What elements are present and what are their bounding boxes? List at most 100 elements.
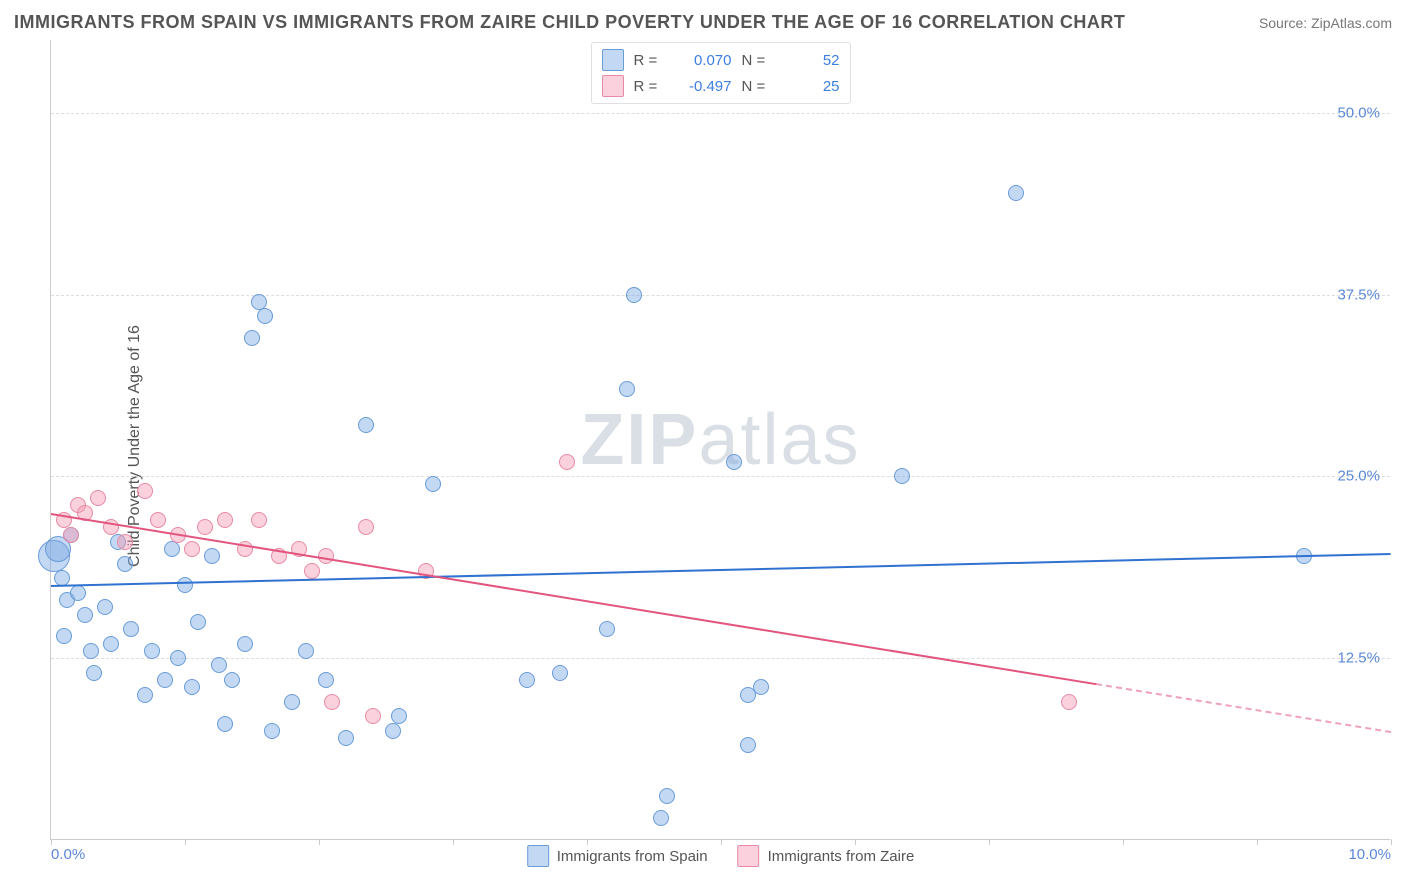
x-tick-mark <box>989 839 990 845</box>
data-point-spain <box>190 614 206 630</box>
data-point-spain <box>391 708 407 724</box>
data-point-spain <box>338 730 354 746</box>
trend-line-spain <box>51 553 1391 587</box>
data-point-spain <box>726 454 742 470</box>
data-point-spain <box>164 541 180 557</box>
data-point-zaire <box>137 483 153 499</box>
data-point-spain <box>257 308 273 324</box>
data-point-zaire <box>63 527 79 543</box>
data-point-spain <box>358 417 374 433</box>
legend-item-spain: Immigrants from Spain <box>527 845 708 867</box>
x-tick-mark <box>1391 839 1392 845</box>
legend-label-zaire: Immigrants from Zaire <box>768 848 915 865</box>
data-point-spain <box>385 723 401 739</box>
legend-row-spain: R = 0.070 N = 52 <box>602 47 840 73</box>
data-point-spain <box>170 650 186 666</box>
n-value-spain: 52 <box>780 52 840 69</box>
gridline-h <box>51 476 1390 477</box>
swatch-zaire <box>602 75 624 97</box>
watermark-bold: ZIP <box>580 400 698 480</box>
data-point-spain <box>144 643 160 659</box>
data-point-zaire <box>150 512 166 528</box>
n-label: N = <box>742 78 770 95</box>
data-point-spain <box>77 607 93 623</box>
data-point-spain <box>425 476 441 492</box>
data-point-spain <box>599 621 615 637</box>
r-value-zaire: -0.497 <box>672 78 732 95</box>
data-point-spain <box>1008 185 1024 201</box>
data-point-spain <box>56 628 72 644</box>
swatch-zaire <box>738 845 760 867</box>
r-value-spain: 0.070 <box>672 52 732 69</box>
data-point-spain <box>619 381 635 397</box>
trend-line-zaire-extrapolated <box>1096 683 1391 733</box>
data-point-zaire <box>184 541 200 557</box>
data-point-spain <box>103 636 119 652</box>
data-point-spain <box>177 577 193 593</box>
n-label: N = <box>742 52 770 69</box>
legend-correlation-box: R = 0.070 N = 52 R = -0.497 N = 25 <box>591 42 851 104</box>
r-label: R = <box>634 78 662 95</box>
data-point-spain <box>264 723 280 739</box>
x-tick-mark <box>319 839 320 845</box>
r-label: R = <box>634 52 662 69</box>
data-point-spain <box>217 716 233 732</box>
y-tick-label: 25.0% <box>1337 468 1380 485</box>
data-point-spain <box>117 556 133 572</box>
data-point-spain <box>123 621 139 637</box>
x-tick-mark <box>51 839 52 845</box>
x-tick-label: 0.0% <box>51 846 85 863</box>
data-point-zaire <box>90 490 106 506</box>
x-tick-mark <box>721 839 722 845</box>
data-point-spain <box>284 694 300 710</box>
gridline-h <box>51 658 1390 659</box>
x-tick-mark <box>453 839 454 845</box>
data-point-spain <box>97 599 113 615</box>
data-point-spain <box>204 548 220 564</box>
x-tick-mark <box>185 839 186 845</box>
data-point-spain <box>83 643 99 659</box>
data-point-spain <box>653 810 669 826</box>
y-tick-label: 37.5% <box>1337 286 1380 303</box>
data-point-zaire <box>559 454 575 470</box>
swatch-spain <box>527 845 549 867</box>
watermark: ZIPatlas <box>580 399 860 481</box>
data-point-spain <box>184 679 200 695</box>
data-point-spain <box>70 585 86 601</box>
y-tick-label: 12.5% <box>1337 650 1380 667</box>
data-point-spain <box>626 287 642 303</box>
data-point-zaire <box>217 512 233 528</box>
data-point-spain <box>137 687 153 703</box>
data-point-spain <box>298 643 314 659</box>
data-point-zaire <box>117 534 133 550</box>
data-point-spain <box>86 665 102 681</box>
chart-title: IMMIGRANTS FROM SPAIN VS IMMIGRANTS FROM… <box>14 12 1125 33</box>
x-tick-label: 10.0% <box>1348 846 1391 863</box>
data-point-spain <box>894 468 910 484</box>
data-point-spain <box>318 672 334 688</box>
data-point-spain <box>519 672 535 688</box>
x-tick-mark <box>587 839 588 845</box>
data-point-spain <box>753 679 769 695</box>
legend-row-zaire: R = -0.497 N = 25 <box>602 73 840 99</box>
legend-label-spain: Immigrants from Spain <box>557 848 708 865</box>
data-point-spain <box>237 636 253 652</box>
data-point-spain <box>157 672 173 688</box>
data-point-zaire <box>197 519 213 535</box>
swatch-spain <box>602 49 624 71</box>
data-point-spain <box>659 788 675 804</box>
x-tick-mark <box>1257 839 1258 845</box>
data-point-zaire <box>251 512 267 528</box>
scatter-plot-area: ZIPatlas R = 0.070 N = 52 R = -0.497 N =… <box>50 40 1390 840</box>
data-point-spain <box>552 665 568 681</box>
title-bar: IMMIGRANTS FROM SPAIN VS IMMIGRANTS FROM… <box>14 12 1392 33</box>
data-point-zaire <box>358 519 374 535</box>
data-point-spain <box>211 657 227 673</box>
n-value-zaire: 25 <box>780 78 840 95</box>
data-point-zaire <box>304 563 320 579</box>
data-point-zaire <box>324 694 340 710</box>
watermark-rest: atlas <box>698 400 860 480</box>
legend-item-zaire: Immigrants from Zaire <box>738 845 915 867</box>
data-point-spain <box>244 330 260 346</box>
legend-series: Immigrants from Spain Immigrants from Za… <box>527 845 915 867</box>
